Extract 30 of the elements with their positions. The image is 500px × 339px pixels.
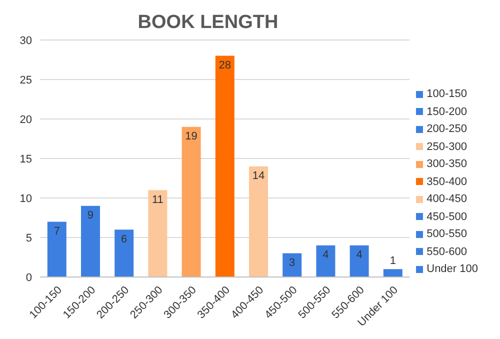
data-label: 7 — [54, 226, 60, 238]
legend-label: 500-550 — [426, 228, 467, 240]
y-tick-label: 0 — [26, 272, 32, 284]
y-tick-label: 25 — [20, 74, 32, 86]
data-label: 19 — [185, 130, 198, 143]
data-label: 14 — [252, 170, 265, 182]
y-tick-label: 15 — [20, 153, 32, 166]
y-tick-label: 30 — [20, 34, 32, 47]
legend-label: 550-600 — [426, 246, 467, 258]
y-tick-label: 20 — [20, 114, 32, 126]
legend-label: 100-150 — [426, 88, 467, 100]
data-label: 4 — [322, 249, 329, 262]
legend-label: 400-450 — [426, 193, 467, 206]
data-label: 1 — [390, 255, 396, 268]
y-tick-label: 5 — [26, 232, 32, 244]
data-label: 6 — [121, 233, 128, 246]
data-label: 4 — [356, 249, 362, 262]
legend-label: 200-250 — [426, 123, 467, 136]
legend-label: 450-500 — [426, 210, 467, 223]
chart-title: BOOK LENGTH — [136, 12, 280, 34]
legend-label: 350-400 — [426, 176, 467, 188]
data-label: 11 — [152, 194, 164, 206]
legend-label: 250-300 — [426, 140, 467, 153]
y-tick-label: 10 — [20, 192, 32, 205]
legend-label: 300-350 — [426, 158, 467, 170]
legend-label: 150-200 — [426, 106, 467, 118]
data-label: 3 — [289, 257, 296, 270]
data-label: 9 — [87, 210, 94, 222]
legend-label: Under 100 — [426, 263, 478, 276]
data-label: 28 — [218, 60, 232, 72]
